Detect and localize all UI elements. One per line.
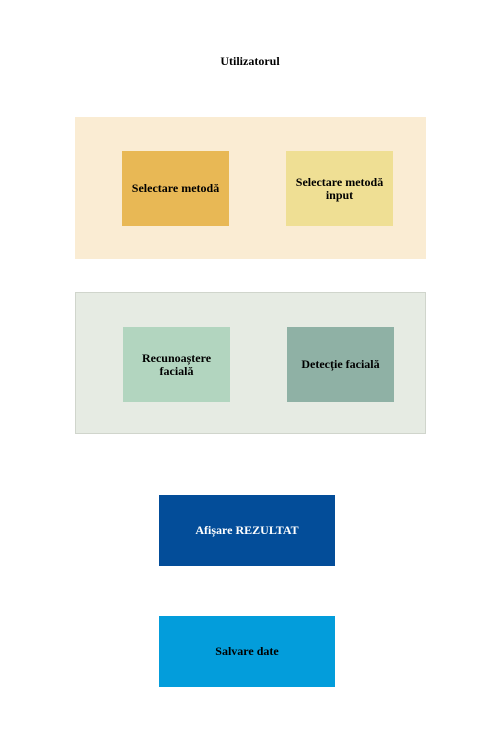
select-method-label: Selectare metodă [131,181,220,195]
selection-group: Selectare metodă Selectare metodă input [75,117,426,259]
diagram-title: Utilizatorul [220,54,280,68]
face-detection-label: Detecție facială [301,357,380,371]
display-result-label: Afișare REZULTAT [195,523,299,537]
recognition-group: Recunoaștere facială Detecție facială [75,292,426,434]
face-recognition-label: Recunoaștere facială [141,350,212,378]
display-result-box[interactable]: Afișare REZULTAT [159,495,335,566]
select-input-method-box[interactable]: Selectare metodă input [286,151,393,226]
face-recognition-box[interactable]: Recunoaștere facială [123,327,230,402]
save-data-label: Salvare date [215,644,279,658]
save-data-box[interactable]: Salvare date [159,616,335,687]
select-method-box[interactable]: Selectare metodă [122,151,229,226]
face-detection-box[interactable]: Detecție facială [287,327,394,402]
select-input-method-label: Selectare metodă input [295,174,384,202]
